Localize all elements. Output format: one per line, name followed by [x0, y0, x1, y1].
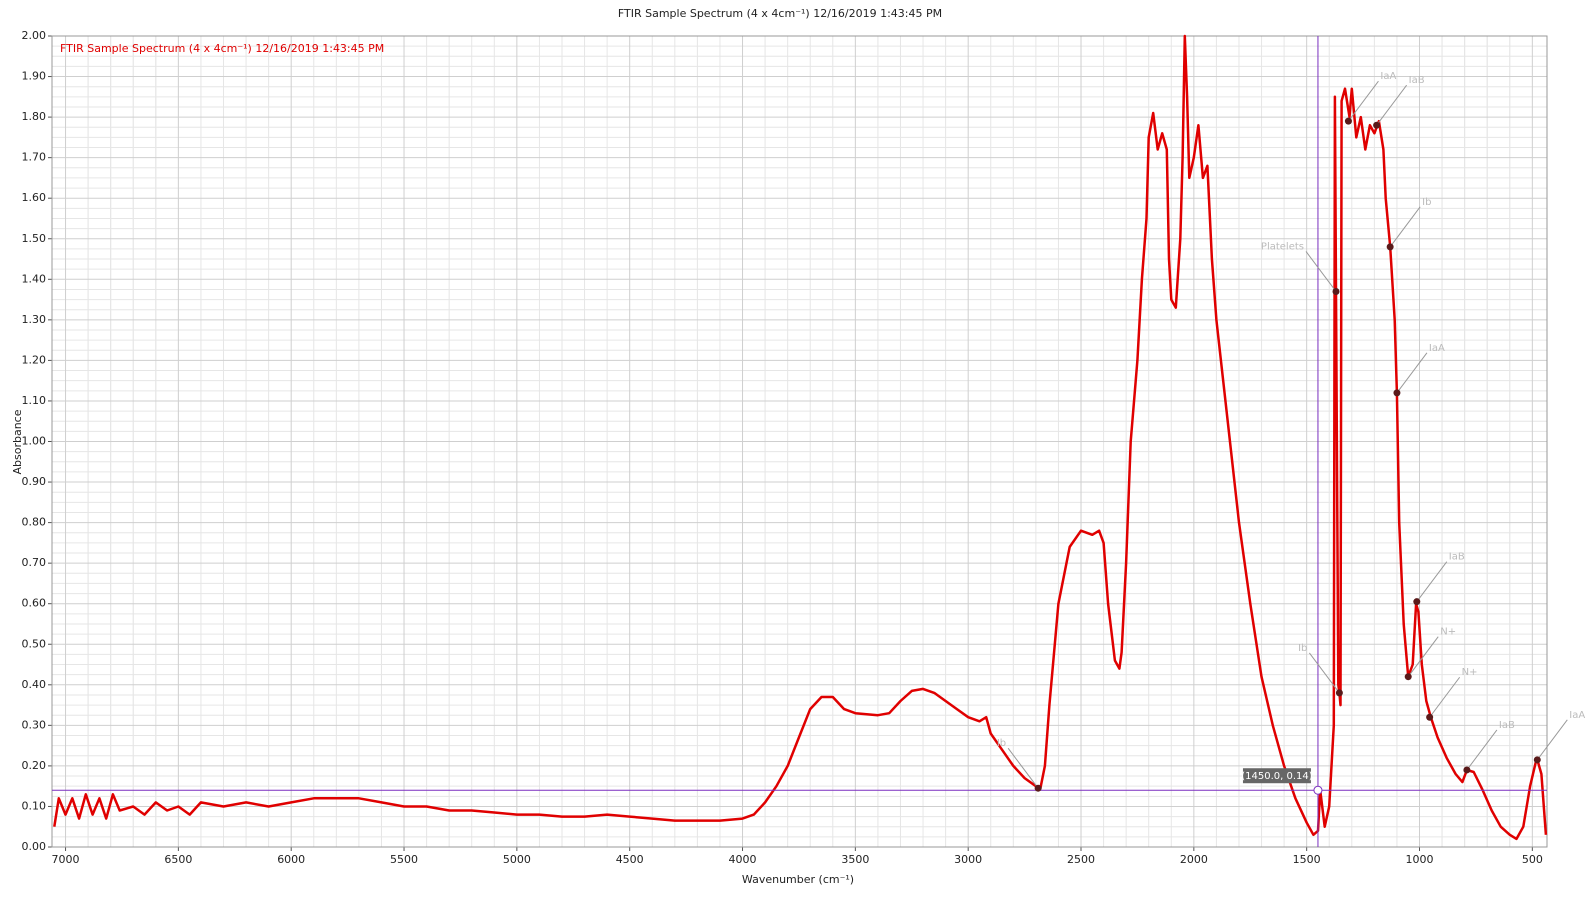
annotation-leader	[1348, 80, 1379, 122]
annotation-leader	[1407, 636, 1439, 677]
annotation-point	[1426, 713, 1434, 721]
y-tick-label: 1.50	[22, 232, 47, 245]
x-tick-label: 1500	[1293, 853, 1321, 866]
plot-frame	[51, 35, 1548, 848]
annotation-leader	[1536, 719, 1568, 761]
annotation-label: IaB	[1449, 552, 1465, 563]
annotation-leader	[1429, 676, 1461, 718]
annotation-leader	[1305, 251, 1337, 292]
y-tick-label: 0.50	[22, 637, 47, 650]
x-tick-label: 4000	[729, 853, 757, 866]
y-axis-label: Absorbance	[11, 409, 24, 474]
y-tick-label: 0.90	[22, 475, 47, 488]
cursor-label-box	[1242, 768, 1311, 784]
annotation-label: N+	[1440, 627, 1456, 638]
annotation-label: IaB	[1409, 75, 1425, 86]
annotation-leader	[1376, 84, 1408, 126]
annotation-leader	[1466, 729, 1498, 771]
annotation-label: Ib	[997, 738, 1006, 749]
x-tick-label: 1000	[1406, 853, 1434, 866]
x-tick-label: 2000	[1180, 853, 1208, 866]
y-tick-label: 1.80	[22, 110, 47, 123]
y-tick-label: 1.20	[22, 353, 47, 366]
annotation-point	[1332, 287, 1340, 295]
annotation-point	[1034, 784, 1042, 792]
y-tick-label: 2.00	[22, 29, 47, 42]
annotation-label: IaB	[1499, 720, 1515, 731]
spectrum-line	[53, 34, 1548, 841]
annotation-point	[1393, 389, 1401, 397]
annotation-point	[1373, 121, 1381, 129]
annotation-point	[1404, 673, 1412, 681]
x-tick-label: 7000	[52, 853, 80, 866]
x-tick-label: 5500	[390, 853, 418, 866]
annotation-leader	[1416, 561, 1448, 602]
x-tick-label: 3500	[841, 853, 869, 866]
annotation-point	[1463, 766, 1471, 774]
annotation-leader	[1308, 652, 1340, 694]
annotation-point	[1335, 689, 1343, 697]
y-tick-label: 0.40	[22, 678, 47, 691]
annotation-point	[1533, 756, 1541, 764]
y-tick-label: 1.30	[22, 313, 47, 326]
x-tick-label: 5000	[503, 853, 531, 866]
y-tick-label: 0.20	[22, 759, 47, 772]
x-tick-label: 6500	[164, 853, 192, 866]
annotation-label: IaA	[1569, 710, 1585, 721]
y-tick-label: 0.10	[22, 799, 47, 812]
x-tick-label: 500	[1522, 853, 1543, 866]
annotation-leader	[1389, 206, 1421, 248]
y-tick-label: 1.40	[22, 272, 47, 285]
y-tick-label: 0.70	[22, 556, 47, 569]
y-tick-label: 1.10	[22, 394, 47, 407]
cursor-label: (1450.0, 0.14)	[1241, 771, 1313, 782]
y-tick-label: 1.90	[22, 70, 47, 83]
y-tick-label: 0.30	[22, 718, 47, 731]
y-tick-label: 0.80	[22, 516, 47, 529]
annotation-label: IaA	[1429, 343, 1445, 354]
annotation-point	[1386, 243, 1394, 251]
chart-title: FTIR Sample Spectrum (4 x 4cm⁻¹) 12/16/2…	[618, 7, 942, 20]
x-tick-label: 6000	[277, 853, 305, 866]
x-tick-label: 3000	[954, 853, 982, 866]
annotation-leader	[1007, 747, 1039, 789]
annotation-leader	[1396, 352, 1428, 394]
x-axis-label: Wavenumber (cm⁻¹)	[742, 873, 854, 886]
x-tick-label: 2500	[1067, 853, 1095, 866]
y-tick-label: 0.00	[22, 840, 47, 853]
y-tick-label: 1.60	[22, 191, 47, 204]
annotation-label: IaA	[1380, 71, 1396, 82]
legend-label: FTIR Sample Spectrum (4 x 4cm⁻¹) 12/16/2…	[60, 42, 384, 55]
annotation-label: Platelets	[1261, 241, 1304, 252]
cursor-point	[1313, 785, 1323, 795]
annotation-point	[1344, 117, 1352, 125]
y-tick-label: 1.00	[22, 435, 47, 448]
y-tick-label: 0.60	[22, 597, 47, 610]
annotation-point	[1413, 598, 1421, 606]
annotation-label: N+	[1462, 667, 1478, 678]
x-tick-label: 4500	[616, 853, 644, 866]
annotation-label: Ib	[1298, 643, 1307, 654]
annotation-label: Ib	[1422, 197, 1431, 208]
y-tick-label: 1.70	[22, 151, 47, 164]
